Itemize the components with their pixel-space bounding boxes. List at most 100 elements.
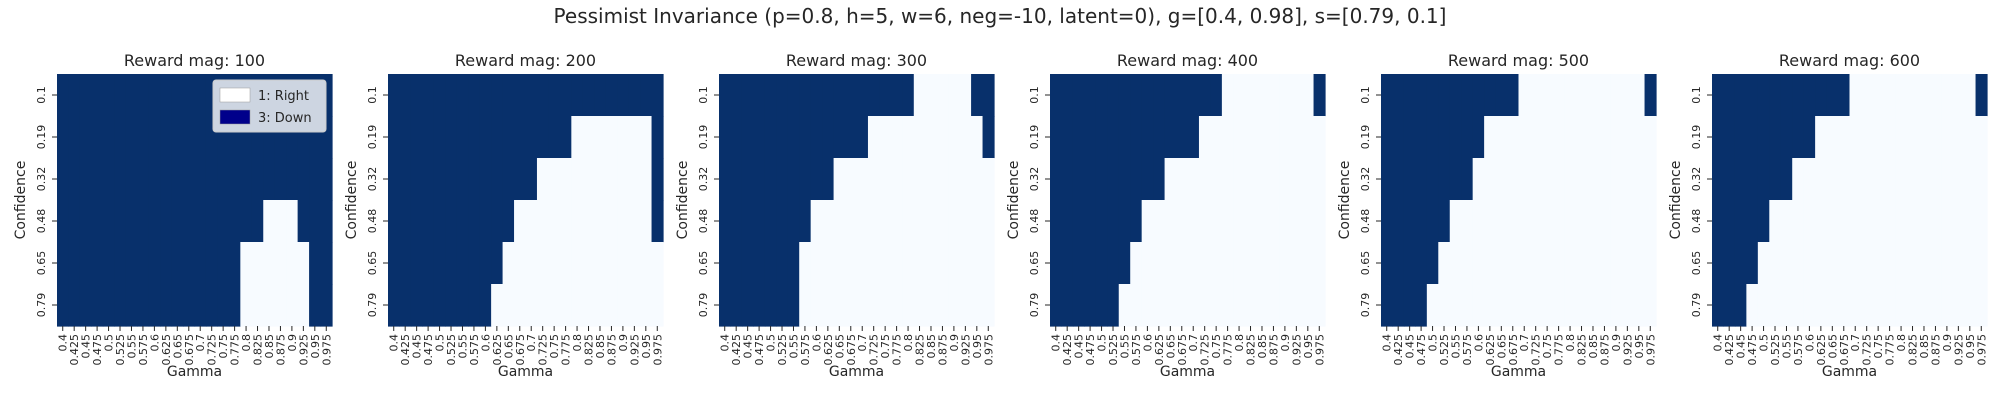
heatmap-cell [948,284,961,327]
heatmap-cell [936,200,949,243]
heatmap-cell [1313,116,1326,159]
heatmap-cell [764,158,777,201]
heatmap-cell [571,242,584,285]
x-tick-label: 0.7 [1849,334,1862,352]
heatmap-cell [1757,284,1770,327]
heatmap-cell [1895,200,1908,243]
heatmap-cell [1472,242,1485,285]
heatmap-cell [1621,74,1634,117]
heatmap-cell [833,158,846,201]
heatmap-cell [1187,116,1200,159]
x-tick-label: 0.725 [206,334,219,366]
heatmap-cell [251,284,264,327]
y-axis-label: Confidence [675,161,691,240]
heatmap-cell [68,200,81,243]
heatmap-cell [1279,242,1292,285]
heatmap-cell [1153,158,1166,201]
heatmap-cell [1164,200,1177,243]
x-axis-label: Gamma [1822,364,1877,380]
heatmap-cell [1141,116,1154,159]
heatmap-cell [1495,200,1508,243]
heatmap-cell [1072,158,1085,201]
x-tick-label: 0.675 [183,334,196,366]
heatmap-cell [594,158,607,201]
heatmap-cell [1256,158,1269,201]
x-tick-label: 0.95 [640,334,653,359]
x-tick-label: 0.9 [948,334,961,352]
heatmap-cell [102,116,115,159]
heatmap-cell [514,74,527,117]
heatmap-cell [1895,284,1908,327]
heatmap-cell [764,284,777,327]
y-tick-label: 0.65 [35,251,48,276]
heatmap-cell [1564,200,1577,243]
heatmap-cell [1598,284,1611,327]
heatmap-cell [388,200,401,243]
x-tick-label: 0.9 [1941,334,1954,352]
heatmap-cell [1518,200,1531,243]
heatmap-cell [1221,200,1234,243]
x-tick-label: 0.575 [1461,334,1474,366]
heatmap-cell [1849,116,1862,159]
heatmap-cell [1518,158,1531,201]
heatmap-cell [776,74,789,117]
heatmap-cell [263,284,276,327]
heatmap-cell [433,74,446,117]
legend-swatch [219,109,251,125]
x-tick-label: 0.8 [240,334,253,352]
x-tick-label: 0.575 [1130,334,1143,366]
heatmap-cell [422,200,435,243]
heatmap-cell [1403,158,1416,201]
heatmap-cell [1838,74,1851,117]
x-tick-label: 0.625 [1153,334,1166,366]
heatmap-cell [890,200,903,243]
heatmap-cell [1392,242,1405,285]
x-tick-label: 0.8 [1233,334,1246,352]
heatmap-cell [605,74,618,117]
heatmap-cell [228,242,241,285]
heatmap-cell [902,284,915,327]
heatmap-cell [297,158,310,201]
heatmap-cell [913,158,926,201]
heatmap-cell [890,74,903,117]
heatmap-cell [559,158,572,201]
heatmap-cell [1198,74,1212,117]
heatmap-cell [1734,200,1747,243]
x-tick-label: 0.75 [1872,334,1885,359]
heatmap-cell [1221,74,1234,117]
heatmap-cell [1267,284,1280,327]
heatmap-cell [433,158,446,201]
heatmap-cell [410,74,423,117]
heatmap-cell [1633,74,1646,117]
x-tick-label: 0.425 [730,334,743,366]
heatmap-cell [1780,158,1793,201]
heatmap-cell [445,74,458,117]
heatmap-cell [1095,116,1108,159]
x-tick-label: 0.4 [1050,334,1063,352]
heatmap-cell [102,284,115,327]
heatmap-cell [445,116,458,159]
x-tick-label: 0.95 [971,334,984,359]
heatmap-cell [1302,158,1315,201]
heatmap-cell [1918,200,1931,243]
heatmap-cell [1176,74,1189,117]
heatmap-cell [1153,242,1166,285]
heatmap-cell [194,158,207,201]
heatmap-cell [1872,74,1885,117]
heatmap-cell [57,158,70,201]
heatmap-cell [445,284,458,327]
heatmap-cell [1564,158,1577,201]
heatmap-cell [948,74,961,117]
heatmap-cell [640,116,653,159]
heatmap-cell [1130,200,1143,243]
heatmap-cell [799,284,812,327]
heatmap-cell [1256,116,1269,159]
heatmap-cell [491,200,504,243]
heatmap-cell [948,116,961,159]
heatmap-cell [205,158,219,201]
x-tick-label: 0.625 [822,334,835,366]
heatmap-cell [1633,158,1646,201]
heatmap-cell [548,116,561,159]
heatmap-cell [1392,200,1405,243]
heatmap-cell [1723,284,1736,327]
